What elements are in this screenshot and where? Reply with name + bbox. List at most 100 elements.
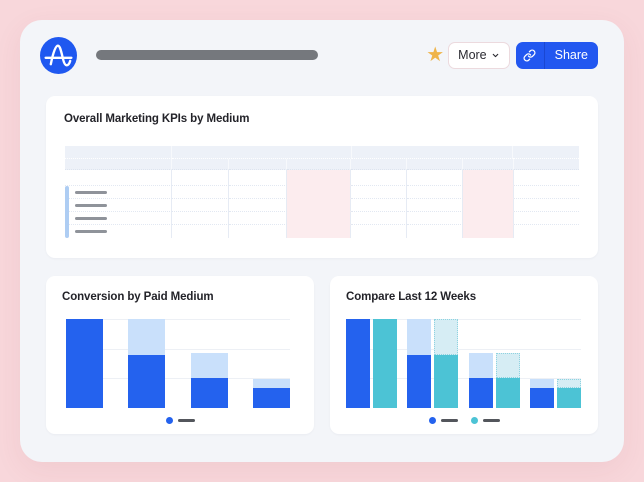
- table-row: [65, 225, 579, 238]
- table-cell: [407, 212, 463, 225]
- conversion-chart-area: [66, 319, 290, 408]
- table-row: [65, 212, 579, 225]
- legend-item: [470, 417, 500, 424]
- table-accent-bar: [65, 186, 69, 238]
- table-cell-highlighted: [463, 170, 514, 186]
- grid-line: [346, 348, 581, 350]
- legend-label-placeholder: [482, 419, 500, 422]
- table-cell: [172, 225, 229, 238]
- table-cell-highlighted: [463, 199, 514, 212]
- share-button[interactable]: Share: [515, 41, 598, 69]
- table-cell: [351, 225, 407, 238]
- conversion-chart-title: Conversion by Paid Medium: [62, 291, 214, 303]
- table-cell: [172, 199, 229, 212]
- more-button[interactable]: More: [448, 41, 510, 69]
- bar: [346, 319, 370, 408]
- table-cell-highlighted: [463, 186, 514, 199]
- bar-group: [190, 319, 228, 408]
- table-header-cell: [172, 146, 352, 159]
- bar-segment: [128, 319, 166, 355]
- table-cell-highlighted: [287, 199, 351, 212]
- bar-segment: [468, 352, 493, 378]
- table-header-cell: [65, 159, 172, 170]
- table-cell: [229, 212, 287, 225]
- link-icon: [516, 42, 544, 69]
- table-header-cell: [229, 159, 287, 170]
- bar: [468, 319, 493, 408]
- bar-segment: [128, 354, 166, 408]
- table-cell: [351, 170, 407, 186]
- table-cell: [65, 225, 172, 238]
- table-header-cell: [407, 159, 463, 170]
- bar-segment: [556, 378, 581, 388]
- bar-group: [128, 319, 166, 408]
- bar-group: [407, 319, 459, 408]
- bar-segment: [529, 387, 554, 408]
- chevron-down-icon: [492, 53, 498, 57]
- share-button-label: Share: [554, 48, 588, 62]
- table-header-cell: [351, 159, 407, 170]
- amplitude-logo-icon: [40, 36, 77, 74]
- table-header-group-row: [65, 146, 579, 159]
- bar-segment: [556, 387, 581, 408]
- favorite-star-icon[interactable]: ★: [426, 44, 445, 66]
- bar-segment: [252, 387, 290, 408]
- bar: [190, 319, 228, 408]
- grid-line: [66, 348, 290, 350]
- table-header-cell: [287, 159, 351, 170]
- grid-line: [66, 378, 290, 380]
- app-card: ★ More Share Overall Marketing KPIs by M…: [20, 20, 624, 462]
- bar: [128, 319, 166, 408]
- bar-segment: [346, 319, 370, 408]
- bar-segment: [66, 319, 103, 408]
- table-cell: [514, 225, 579, 238]
- bar: [252, 319, 290, 408]
- bar: [495, 319, 520, 408]
- table-cell: [65, 186, 172, 199]
- toolbar: ★ More Share: [20, 20, 624, 90]
- table-cell: [172, 186, 229, 199]
- table-cell-highlighted: [287, 170, 351, 186]
- table-cell: [229, 199, 287, 212]
- row-label-placeholder: [75, 190, 107, 194]
- table-header-cell: [514, 159, 579, 170]
- bar-segment: [407, 354, 432, 408]
- bar-segment: [407, 319, 432, 355]
- legend-item: [165, 417, 195, 424]
- legend-item: [428, 417, 458, 424]
- table-cell: [407, 225, 463, 238]
- bar-segment: [190, 352, 228, 378]
- document-title-placeholder: [96, 50, 318, 60]
- table-row: [65, 186, 579, 199]
- bar-segment: [190, 377, 228, 408]
- kpi-panel-title: Overall Marketing KPIs by Medium: [64, 113, 250, 125]
- bar: [407, 319, 432, 408]
- bar-group: [252, 319, 290, 408]
- table-cell: [407, 170, 463, 186]
- table-cell: [514, 170, 579, 186]
- compare-chart-area: [346, 319, 581, 408]
- table-cell: [65, 212, 172, 225]
- bar: [556, 319, 581, 408]
- table-cell: [229, 225, 287, 238]
- bar-segment: [252, 378, 290, 388]
- grid-line: [346, 319, 581, 320]
- legend-dot-icon: [428, 417, 436, 424]
- table-cell-highlighted: [287, 225, 351, 238]
- table-cell: [172, 212, 229, 225]
- table-cell: [351, 212, 407, 225]
- bar-segment: [373, 319, 397, 408]
- legend-label-placeholder: [177, 419, 195, 422]
- bar: [529, 319, 554, 408]
- table-header-cell: [463, 159, 514, 170]
- compare-chart-title: Compare Last 12 Weeks: [346, 291, 476, 303]
- more-button-label: More: [458, 48, 487, 62]
- table-cell: [229, 170, 287, 186]
- table-row: [65, 199, 579, 212]
- table-cell: [514, 199, 579, 212]
- grid-line: [346, 378, 581, 380]
- table-cell-highlighted: [463, 225, 514, 238]
- legend-dot-icon: [470, 417, 478, 424]
- bar-group: [529, 319, 581, 408]
